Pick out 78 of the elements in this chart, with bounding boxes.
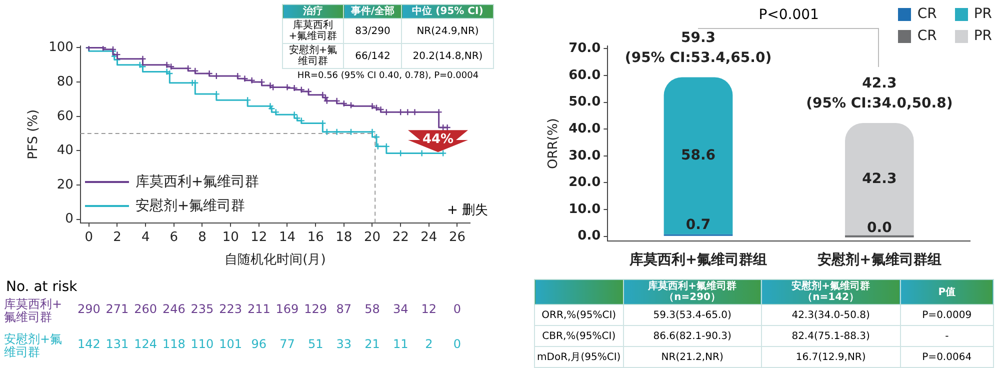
legend-label: CR xyxy=(917,28,937,44)
y-tick-label: 30.0 xyxy=(568,148,601,164)
x-tick-label: 20 xyxy=(364,230,381,245)
legend-label: CR xyxy=(917,6,937,22)
annotation: 44% xyxy=(421,132,455,148)
y-tick-label: 0.0 xyxy=(578,228,601,244)
y-axis-title: ORR(%) xyxy=(546,118,562,169)
x-tick-label: 4 xyxy=(141,230,150,245)
text: - xyxy=(900,326,994,346)
text: P值 xyxy=(900,280,994,304)
x-tick-label: 24 xyxy=(420,230,438,245)
y-tick-label: 50.0 xyxy=(568,94,601,110)
text: P<0.001 xyxy=(758,7,820,23)
x-tick-label: 库莫西利+氟维司群组 xyxy=(628,251,768,268)
x-tick-label: 18 xyxy=(336,230,352,245)
text: 安慰剂+氟维司群（n=142） xyxy=(761,280,900,304)
legend-label: 库莫西利+氟维司群 xyxy=(135,172,260,191)
legend-label: 安慰剂+氟维司群 xyxy=(135,196,246,215)
total-label: 42.3 (95% CI:34.0,50.8) xyxy=(806,76,953,112)
y-tick-label: 10.0 xyxy=(568,202,601,217)
y-tick-label: 100 xyxy=(48,40,74,56)
text: 82.4(75.1-88.3) xyxy=(761,326,900,346)
text: CBR,%(95%CI) xyxy=(534,326,624,346)
data-label: 0.0 xyxy=(867,220,892,236)
x-tick-label: 14 xyxy=(278,230,296,245)
annotation: 安慰剂+氟维司群 xyxy=(282,44,344,68)
y-tick-label: 60 xyxy=(56,108,74,124)
text: 治疗 xyxy=(282,4,344,18)
x-tick-label: 16 xyxy=(307,230,324,245)
y-tick-label: 40.0 xyxy=(568,121,601,136)
x-tick-label: 10 xyxy=(222,230,239,245)
text: P=0.0064 xyxy=(900,346,994,368)
text: 安慰剂+氟维司群 xyxy=(4,332,64,359)
y-tick-label: 40 xyxy=(56,143,74,158)
x-tick-label: 22 xyxy=(392,230,409,245)
legend-label: PR xyxy=(974,6,992,22)
text: P=0.0009 xyxy=(900,304,994,326)
y-tick-label: 60.0 xyxy=(568,68,601,83)
x-tick-label: 12 xyxy=(250,230,268,245)
total-label: 59.3 (95% CI:53.4,65.0) xyxy=(624,30,772,66)
annotation: 20.2(14.8,NR) xyxy=(402,44,494,68)
y-tick-label: 20 xyxy=(56,177,74,192)
x-tick-label: 6 xyxy=(170,230,178,245)
x-axis-title: 自随机化时间(月) xyxy=(224,252,326,268)
y-tick-label: 20.0 xyxy=(568,175,601,190)
x-tick-label: 安慰剂+氟维司群组 xyxy=(818,251,942,268)
text: 中位 (95% CI) xyxy=(402,4,494,18)
data-label: 58.6 xyxy=(680,147,716,164)
text: 库莫西利+氟维司群 xyxy=(4,297,64,324)
data-label: 42.3 xyxy=(862,171,897,188)
data-label: 0.7 xyxy=(686,217,711,234)
text: NR(21.2,NR) xyxy=(623,346,762,368)
annotation: HR=0.56 (95% CI 0.40, 0.78), P=0.0004 xyxy=(296,71,480,81)
text: 142 131 124 118 110 101 96 77 51 33 21 11 2 0 xyxy=(77,337,462,351)
y-axis-title: PFS (%) xyxy=(26,109,42,160)
x-tick-label: 2 xyxy=(113,230,122,245)
text: 库莫西利+氟维司群 xyxy=(282,18,344,44)
y-tick-label: 70.0 xyxy=(568,41,601,56)
annotation: 66/142 xyxy=(344,44,402,68)
x-tick-label: 0 xyxy=(84,230,94,245)
text: 86.6(82.1-90.3) xyxy=(623,326,762,346)
text: ORR,%(95%CI) xyxy=(534,304,624,326)
text: mDoR,月(95%CI) xyxy=(534,346,624,368)
text: 59.3(53.4-65.0) xyxy=(623,304,762,326)
y-tick-label: 80 xyxy=(56,74,74,90)
text: No. at risk xyxy=(6,279,78,295)
text: 42.3(34.0-50.8) xyxy=(761,304,900,326)
text: 16.7(12.9,NR) xyxy=(761,346,900,368)
text: 290 271 260 246 235 223 211 169 129 87 58 34 12 0 xyxy=(77,302,462,316)
text: 83/290 xyxy=(344,18,402,44)
y-tick-label: 0 xyxy=(65,212,74,227)
x-tick-label: 8 xyxy=(198,230,206,245)
text: 事件/全部 xyxy=(344,4,402,18)
text: NR(24.9,NR) xyxy=(402,18,494,44)
x-tick-label: 26 xyxy=(448,230,466,245)
text: 库莫西利+氟维司群（n=290） xyxy=(623,280,762,304)
annotation: + 删失 xyxy=(446,202,488,219)
legend-label: PR xyxy=(974,28,992,44)
